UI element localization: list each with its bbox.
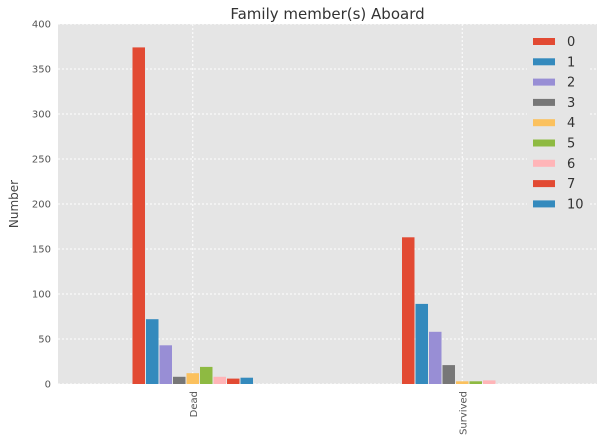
bar-dead-series-4 xyxy=(186,373,199,384)
y-tick-label: 250 xyxy=(32,155,51,166)
y-tick-label: 400 xyxy=(32,20,51,31)
y-tick-label: 100 xyxy=(32,290,51,301)
y-tick-label: 300 xyxy=(32,110,51,121)
y-tick-label: 50 xyxy=(38,335,51,346)
bar-survived-series-6 xyxy=(483,380,496,384)
chart-title: Family member(s) Aboard xyxy=(230,5,424,23)
legend-swatch xyxy=(533,58,555,66)
legend-swatch xyxy=(533,200,555,208)
legend-label: 5 xyxy=(567,137,575,152)
bar-survived-series-5 xyxy=(469,381,482,384)
legend-label: 6 xyxy=(567,157,575,172)
x-tick-labels: Dead Survived xyxy=(189,391,470,435)
bar-dead-series-0 xyxy=(132,47,145,385)
x-tick-label: Survived xyxy=(458,391,469,435)
legend-swatch xyxy=(533,180,555,188)
bar-dead-series-5 xyxy=(200,366,213,384)
y-axis-label: Number xyxy=(7,180,21,228)
legend-label: 3 xyxy=(567,96,575,111)
bar-survived-series-2 xyxy=(429,331,442,384)
legend-swatch xyxy=(533,78,555,86)
y-tick-label: 150 xyxy=(32,245,51,256)
x-tick-label: Dead xyxy=(189,391,200,417)
legend-swatch xyxy=(533,38,555,45)
legend-label: 0 xyxy=(567,35,575,50)
legend-label: 2 xyxy=(567,76,575,91)
legend-swatch xyxy=(533,159,555,167)
grid-layer xyxy=(58,23,597,385)
bar-survived-series-3 xyxy=(442,365,455,384)
bar-dead-series-7 xyxy=(227,378,240,384)
legend-label: 10 xyxy=(567,197,584,212)
bar-survived-series-1 xyxy=(415,303,428,384)
bar-dead-series-10 xyxy=(240,377,253,384)
bars-layer xyxy=(132,47,496,385)
bar-dead-series-1 xyxy=(146,319,159,384)
legend-label: 1 xyxy=(567,55,575,70)
legend-swatch xyxy=(533,98,555,106)
legend-swatch xyxy=(533,119,555,127)
legend: 0 1 2 3 4 5 6 7 10 xyxy=(527,30,589,221)
bar-dead-series-6 xyxy=(213,376,226,384)
y-tick-label: 350 xyxy=(32,65,51,76)
legend-label: 4 xyxy=(567,116,575,131)
legend-label: 7 xyxy=(567,177,575,192)
bar-survived-series-4 xyxy=(456,381,469,384)
legend-swatch xyxy=(533,139,555,147)
bar-dead-series-3 xyxy=(173,376,186,384)
bar-dead-series-2 xyxy=(159,345,172,384)
y-tick-labels: 0 50 100 150 200 250 300 350 400 xyxy=(32,20,51,391)
y-tick-label: 0 xyxy=(45,380,51,391)
bar-survived-series-0 xyxy=(402,237,415,384)
y-tick-label: 200 xyxy=(32,200,51,211)
